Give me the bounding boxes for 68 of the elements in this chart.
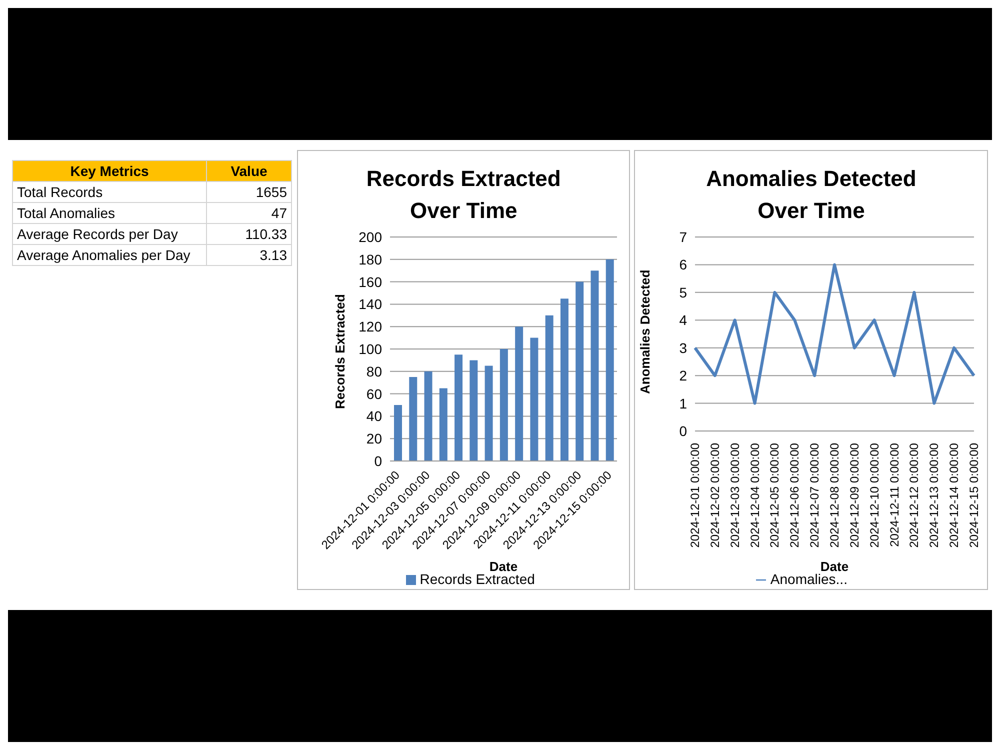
text: 47 bbox=[206, 202, 292, 224]
bar bbox=[514, 326, 523, 461]
x-tick-label: 2024-12-03 0:00:00 bbox=[728, 442, 742, 548]
x-tick-label: 2024-12-15 0:00:00 bbox=[967, 442, 982, 548]
y-axis-title: Records Extracted bbox=[332, 294, 348, 409]
x-axis-title: Date bbox=[489, 559, 518, 574]
text: Total Records bbox=[12, 182, 206, 202]
bar bbox=[484, 366, 493, 461]
bar bbox=[469, 360, 478, 461]
bar bbox=[454, 354, 462, 461]
x-tick-label: 2024-12-12 0:00:00 bbox=[908, 442, 922, 548]
y-tick-label: 7 bbox=[680, 228, 688, 245]
text: 1655 bbox=[206, 182, 292, 202]
x-tick-label: 2024-12-08 0:00:00 bbox=[828, 442, 842, 548]
bar bbox=[424, 371, 432, 461]
bar bbox=[606, 259, 614, 461]
y-tick-label: 60 bbox=[366, 386, 382, 402]
y-tick-label: 4 bbox=[680, 312, 688, 328]
bar bbox=[394, 405, 402, 461]
y-tick-label: 80 bbox=[366, 363, 382, 380]
x-tick-label: 2024-12-11 0:00:00 bbox=[888, 442, 902, 547]
bar bbox=[500, 349, 508, 461]
y-tick-label: 1 bbox=[680, 395, 688, 412]
text: Total Anomalies bbox=[12, 202, 206, 224]
text: 3.13 bbox=[206, 244, 292, 266]
x-tick-label: 2024-12-09 0:00:00 bbox=[848, 442, 862, 548]
bar bbox=[575, 282, 584, 461]
y-axis-title: Anomalies Detected bbox=[638, 270, 654, 394]
x-tick-label: 2024-12-10 0:00:00 bbox=[868, 442, 882, 548]
x-axis-title: Date bbox=[820, 559, 850, 574]
chart-title: Records Extracted Over Time bbox=[365, 165, 562, 225]
bar bbox=[439, 388, 448, 461]
x-tick-label: 2024-12-13 0:00:00 bbox=[928, 442, 942, 548]
y-tick-label: 2 bbox=[680, 368, 688, 384]
y-tick-label: 100 bbox=[358, 340, 382, 357]
x-tick-label: 2024-12-04 0:00:00 bbox=[748, 442, 762, 548]
x-tick-label: 2024-12-02 0:00:00 bbox=[708, 442, 722, 548]
y-tick-label: 200 bbox=[358, 228, 382, 245]
x-tick-label: 2024-12-06 0:00:00 bbox=[788, 442, 802, 548]
y-tick-label: 3 bbox=[680, 340, 688, 356]
y-tick-label: 0 bbox=[374, 452, 382, 469]
y-tick-label: 120 bbox=[358, 318, 382, 335]
bar bbox=[590, 270, 599, 461]
y-tick-label: 40 bbox=[366, 408, 382, 424]
text: Average Records per Day bbox=[12, 224, 206, 244]
x-tick-label: 2024-12-05 0:00:00 bbox=[768, 442, 782, 548]
y-tick-label: 160 bbox=[358, 274, 382, 290]
x-tick-label: 2024-12-07 0:00:00 bbox=[808, 442, 822, 548]
bar bbox=[530, 338, 538, 461]
bar bbox=[545, 315, 554, 461]
x-tick-label: 2024-12-14 0:00:00 bbox=[948, 442, 962, 548]
bar bbox=[560, 298, 568, 461]
y-tick-label: 6 bbox=[680, 256, 688, 273]
line-series bbox=[694, 263, 976, 405]
y-tick-label: 140 bbox=[358, 296, 382, 312]
text: Value bbox=[206, 160, 292, 182]
y-tick-label: 5 bbox=[680, 284, 688, 300]
text: 110.33 bbox=[206, 224, 292, 244]
x-tick-label: 2024-12-01 0:00:00 bbox=[688, 442, 702, 548]
chart-title: Anomalies Detected Over Time bbox=[705, 165, 918, 225]
y-tick-label: 20 bbox=[366, 430, 382, 447]
y-tick-label: 0 bbox=[680, 422, 688, 439]
bar bbox=[408, 377, 417, 461]
text: Key Metrics bbox=[12, 160, 206, 182]
text: Average Anomalies per Day bbox=[12, 244, 206, 266]
y-tick-label: 180 bbox=[358, 251, 382, 268]
legend-label: Records Extracted bbox=[420, 571, 535, 587]
legend-label: Anomalies... bbox=[770, 571, 848, 587]
